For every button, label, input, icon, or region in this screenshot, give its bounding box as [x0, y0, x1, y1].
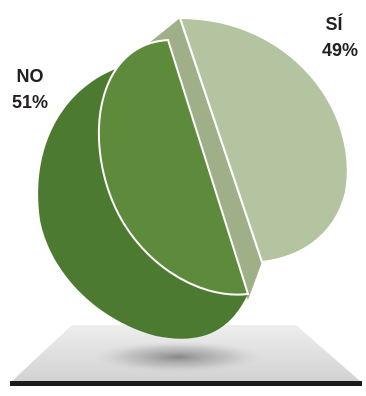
label-no-value: 51% — [12, 92, 48, 112]
slice-no — [97, 38, 250, 296]
label-si-value: 49% — [322, 40, 358, 60]
label-no-name: NO — [17, 66, 44, 86]
slice-si — [178, 16, 349, 264]
floor-base-line — [10, 381, 362, 386]
slice-si-rim — [179, 17, 263, 263]
label-si-name: SÍ — [325, 13, 343, 34]
floor-shadow — [92, 341, 264, 373]
